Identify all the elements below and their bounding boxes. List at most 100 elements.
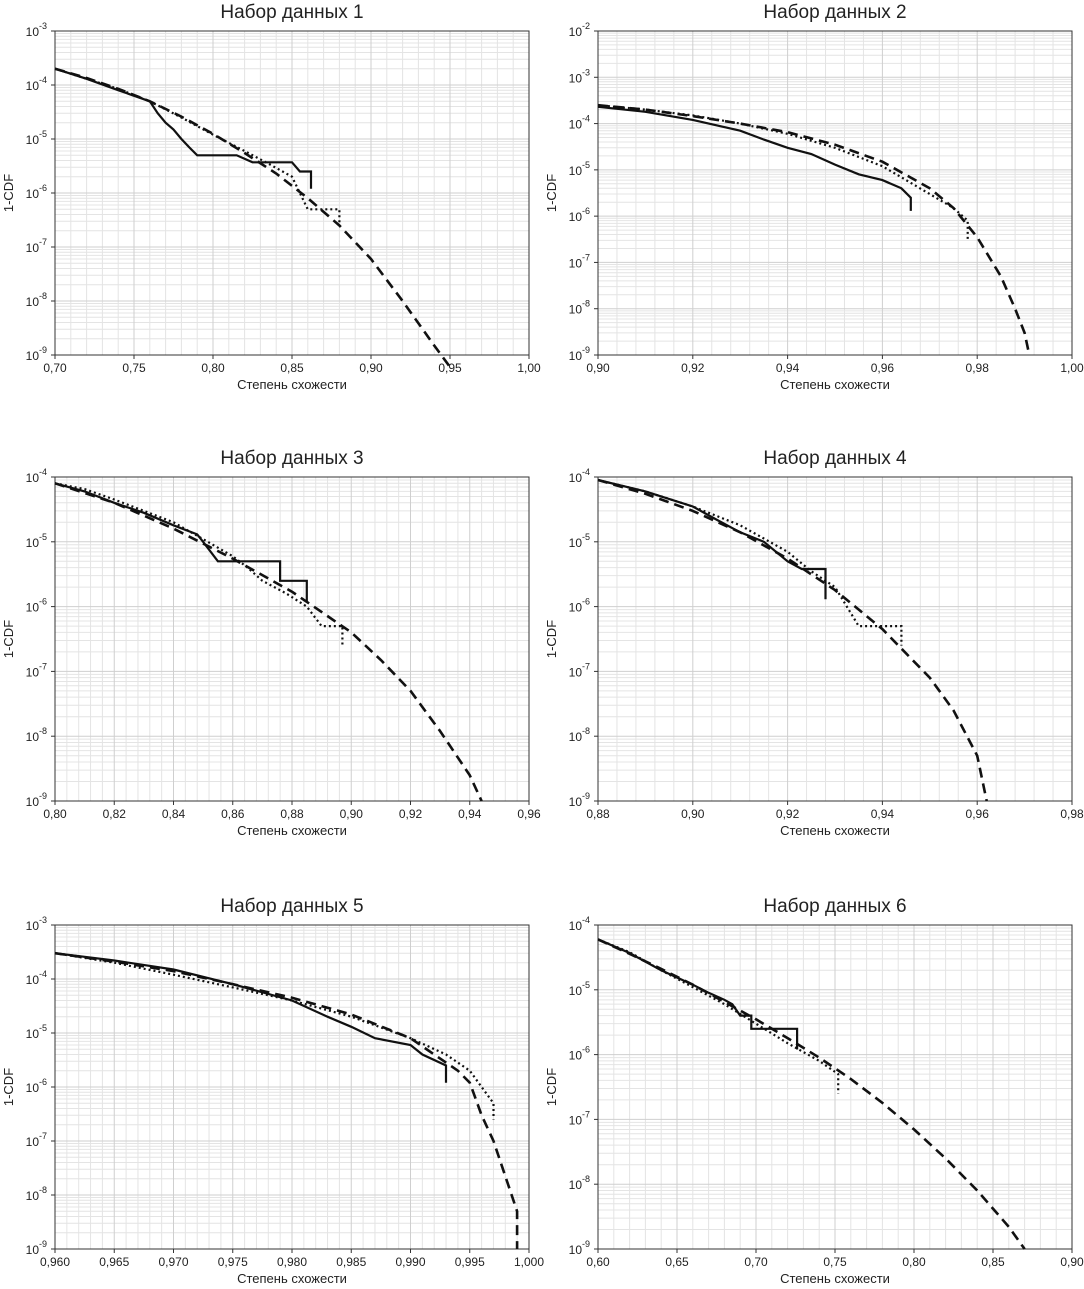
- y-tick-label: 10: [26, 1189, 40, 1203]
- y-tick-exponent: -9: [39, 1239, 47, 1249]
- panel-dataset-4: 0,88 0,90 0,92 0,94 0,96 0,98 10 -9 10 -8 10 -7 10 -6…: [544, 444, 1084, 844]
- x-tick-label: 0,98: [1060, 807, 1084, 821]
- x-tick-label: 0,995: [455, 1255, 485, 1269]
- y-axis-label: 1-CDF: [544, 174, 559, 212]
- y-tick-label: 10: [569, 349, 583, 363]
- x-axis-label: Степень схожести: [237, 823, 347, 838]
- x-tick-label: 0,75: [122, 361, 146, 375]
- x-tick-label: 0,92: [399, 807, 423, 821]
- series-line-dashed: [54, 482, 483, 802]
- y-tick-exponent: -5: [39, 129, 47, 139]
- y-tick-exponent: -7: [39, 661, 47, 671]
- series-line-dotted: [54, 482, 344, 646]
- y-axis-label: 1-CDF: [544, 620, 559, 658]
- y-tick-label: 10: [569, 665, 583, 679]
- y-tick-label: 10: [26, 601, 40, 615]
- y-tick-label: 10: [569, 795, 583, 809]
- x-tick-label: 0,94: [871, 807, 895, 821]
- y-tick-label: 10: [26, 1243, 40, 1257]
- y-tick-label: 10: [569, 601, 583, 615]
- chart-title: Набор данных 5: [220, 896, 363, 917]
- x-tick-label: 0,88: [586, 807, 610, 821]
- series-line-dashed: [597, 478, 988, 802]
- chart-title: Набор данных 4: [763, 448, 907, 469]
- y-tick-exponent: -5: [582, 532, 590, 542]
- x-tick-label: 0,90: [681, 807, 705, 821]
- y-tick-exponent: -5: [582, 980, 590, 990]
- y-tick-exponent: -4: [582, 915, 590, 925]
- y-tick-exponent: -3: [582, 67, 590, 77]
- y-tick-exponent: -8: [582, 726, 590, 736]
- y-tick-label: 10: [569, 1049, 583, 1063]
- x-tick-label: 0,96: [871, 361, 895, 375]
- y-tick-exponent: -6: [582, 597, 590, 607]
- x-tick-label: 0,965: [99, 1255, 129, 1269]
- x-tick-label: 0,90: [340, 807, 364, 821]
- x-tick-label: 0,82: [103, 807, 127, 821]
- y-tick-label: 10: [26, 471, 40, 485]
- x-tick-label: 0,75: [823, 1255, 847, 1269]
- x-tick-label: 0,92: [681, 361, 705, 375]
- y-tick-label: 10: [569, 164, 583, 178]
- series-line-dotted: [54, 952, 495, 1120]
- y-tick-label: 10: [569, 303, 583, 317]
- grid: [54, 476, 530, 802]
- y-tick-label: 10: [569, 256, 583, 270]
- x-tick-label: 0,90: [1060, 1255, 1084, 1269]
- series-line-solid: [54, 952, 448, 1083]
- y-tick-label: 10: [26, 536, 40, 550]
- x-tick-label: 0,86: [221, 807, 245, 821]
- panel-dataset-3: 0,80 0,82 0,84 0,86 0,88 0,90 0,92 0,94 0,96 10 -9…: [0, 444, 541, 844]
- y-tick-label: 10: [26, 795, 40, 809]
- series-line-dashed: [597, 938, 1026, 1250]
- y-axis-label: 1-CDF: [1, 174, 16, 212]
- y-tick-exponent: -9: [39, 345, 47, 355]
- y-tick-exponent: -6: [582, 206, 590, 216]
- x-tick-label: 1,000: [514, 1255, 544, 1269]
- y-tick-label: 10: [26, 973, 40, 987]
- y-tick-label: 10: [26, 79, 40, 93]
- y-tick-label: 10: [26, 349, 40, 363]
- x-tick-label: 0,990: [395, 1255, 425, 1269]
- chart-title: Набор данных 1: [220, 2, 363, 23]
- series-line-dotted: [597, 938, 840, 1094]
- y-tick-label: 10: [26, 730, 40, 744]
- x-axis-label: Степень схожести: [780, 377, 890, 392]
- y-tick-label: 10: [569, 984, 583, 998]
- x-axis-label: Степень схожести: [237, 377, 347, 392]
- y-tick-exponent: -8: [582, 299, 590, 309]
- y-tick-exponent: -9: [582, 791, 590, 801]
- y-tick-exponent: -4: [39, 969, 47, 979]
- x-tick-label: 0,96: [517, 807, 541, 821]
- x-tick-label: 0,84: [162, 807, 186, 821]
- y-tick-exponent: -9: [39, 791, 47, 801]
- panel-dataset-1: 0,70 0,75 0,80 0,85 0,90 0,95 1,00 10 -9 10 -8 10 -7…: [0, 0, 541, 400]
- x-axis-label: Степень схожести: [780, 1271, 890, 1286]
- y-tick-label: 10: [26, 665, 40, 679]
- x-tick-label: 0,95: [438, 361, 462, 375]
- x-tick-label: 0,90: [359, 361, 383, 375]
- y-tick-label: 10: [569, 210, 583, 224]
- x-tick-label: 0,85: [280, 361, 304, 375]
- chart-svg-5: 0,960 0,965 0,970 0,975 0,980 0,985 0,990 0,995…: [1, 896, 544, 1286]
- series-line-dashed: [597, 103, 1031, 356]
- x-tick-label: 0,92: [776, 807, 800, 821]
- x-tick-label: 0,80: [902, 1255, 926, 1269]
- panel-dataset-2: 0,90 0,92 0,94 0,96 0,98 1,00 10 -9 10 -8 10 -7 10 -6…: [544, 0, 1084, 400]
- y-tick-label: 10: [569, 471, 583, 485]
- y-tick-exponent: -7: [39, 237, 47, 247]
- x-tick-label: 0,970: [158, 1255, 188, 1269]
- x-tick-label: 0,960: [40, 1255, 70, 1269]
- y-tick-label: 10: [569, 536, 583, 550]
- grid: [597, 924, 1073, 1250]
- y-tick-exponent: -6: [582, 1045, 590, 1055]
- x-tick-label: 0,98: [966, 361, 990, 375]
- y-tick-exponent: -5: [39, 1023, 47, 1033]
- plot-frame: [597, 476, 1073, 802]
- chart-title: Набор данных 6: [763, 896, 906, 917]
- x-tick-label: 0,96: [966, 807, 990, 821]
- panel-dataset-5: 0,960 0,965 0,970 0,975 0,980 0,985 0,990 0,995…: [0, 889, 544, 1289]
- x-tick-label: 0,88: [280, 807, 304, 821]
